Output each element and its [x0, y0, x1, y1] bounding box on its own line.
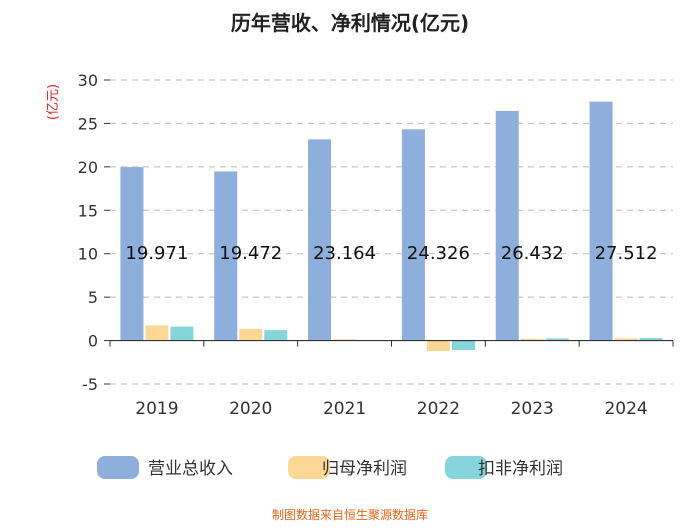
legend-swatch-1: [97, 456, 139, 479]
bar-2-2024: [614, 338, 638, 341]
data-label-2019: 19.971: [125, 243, 188, 264]
bar-3-2023: [545, 338, 569, 341]
y-axis-label: (亿元): [46, 84, 61, 120]
bar-1-2024: [589, 101, 613, 341]
y-tick-label: 10: [78, 245, 98, 264]
data-label-2020: 19.472: [219, 243, 282, 264]
bar-2-2023: [520, 338, 544, 341]
bar-3-2024: [639, 337, 663, 341]
bar-3-2022: [451, 340, 475, 351]
bar-3-2020: [264, 330, 288, 341]
x-tick-label: 2021: [323, 399, 366, 419]
y-tick-label: 20: [78, 158, 98, 177]
bars-layer: [120, 101, 663, 351]
bar-2-2020: [239, 328, 263, 341]
data-labels-layer: 19.971 19.472 23.164 24.326 26.432 27.512: [125, 243, 657, 264]
data-label-2021: 23.164: [313, 243, 376, 264]
y-tick-label: 25: [78, 114, 98, 133]
legend-label-2: 归母净利润: [322, 459, 407, 479]
axis-layer: -5 0 5 10 15 20 25 30 2019 2020 2021 2022 2023 2024: [78, 71, 674, 419]
bar-2-2021: [333, 339, 357, 341]
y-tick-label: -5: [82, 375, 98, 394]
legend-swatch-2: [288, 456, 330, 479]
chart-title: 历年营收、净利情况(亿元): [231, 11, 469, 35]
source-note: 制图数据来自恒生聚源数据库: [272, 507, 428, 522]
bar-3-2019: [170, 326, 194, 341]
y-tick-label: 0: [88, 332, 98, 351]
legend: 营业总收入 归母净利润 扣非净利润: [97, 456, 563, 479]
x-tick-label: 2022: [417, 399, 460, 419]
bar-2-2019: [145, 325, 169, 341]
x-tick-label: 2019: [135, 399, 178, 419]
bar-1-2021: [308, 139, 332, 341]
y-tick-label: 5: [88, 288, 98, 307]
bar-1-2020: [214, 171, 238, 341]
data-label-2022: 24.326: [407, 243, 470, 264]
data-label-2024: 27.512: [595, 243, 658, 264]
y-tick-label: 15: [78, 201, 98, 220]
bar-1-2022: [401, 129, 425, 341]
y-tick-label: 30: [78, 71, 98, 90]
legend-swatch-3: [445, 456, 487, 479]
bar-1-2019: [120, 167, 144, 341]
grid-layer: [110, 79, 673, 385]
legend-label-1: 营业总收入: [148, 459, 233, 479]
x-tick-label: 2023: [511, 399, 554, 419]
x-tick-label: 2024: [604, 399, 647, 419]
bar-1-2023: [495, 110, 519, 341]
data-label-2023: 26.432: [501, 243, 564, 264]
legend-label-3: 扣非净利润: [478, 459, 563, 479]
x-tick-label: 2020: [229, 399, 272, 419]
bar-2-2022: [426, 340, 450, 351]
